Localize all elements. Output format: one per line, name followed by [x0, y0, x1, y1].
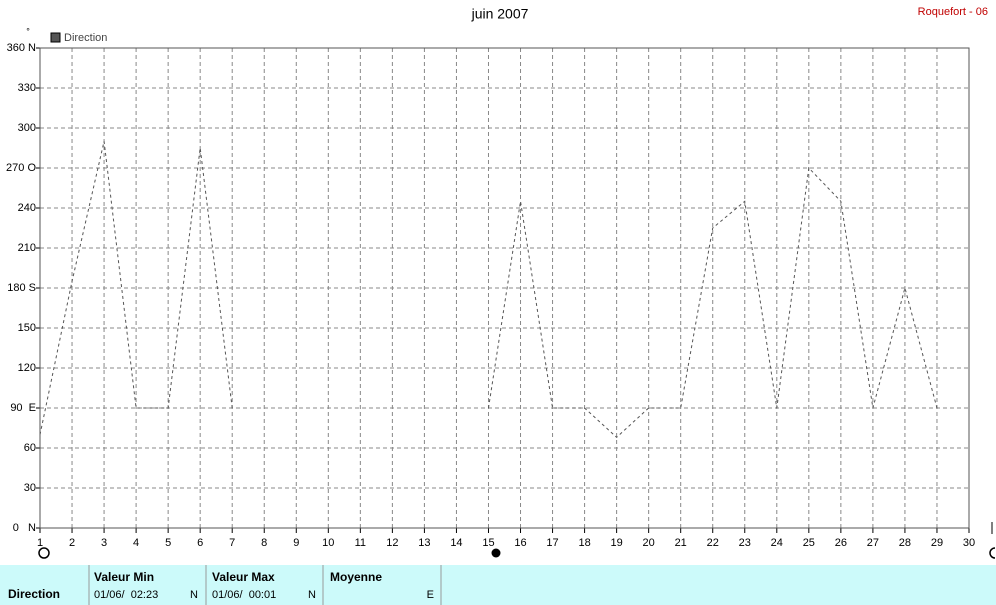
x-tick-label: 18	[578, 537, 590, 549]
x-tick-label: 29	[931, 537, 943, 549]
x-tick-label: 11	[355, 537, 366, 549]
cell-date: 01/06/ 02:23	[94, 589, 158, 601]
y-tick-label: 210	[18, 242, 36, 254]
moon-icon	[989, 547, 996, 559]
x-tick-label: 28	[899, 537, 911, 549]
y-tick-label: 60	[24, 442, 36, 454]
x-tick-label: 20	[643, 537, 655, 549]
y-tick-label: 150	[18, 322, 36, 334]
x-tick-label: 5	[165, 537, 171, 549]
y-tick-label: 30	[24, 482, 36, 494]
x-tick-label: 24	[771, 537, 783, 549]
y-tick-label: 120	[18, 362, 36, 374]
x-tick-label: 15	[482, 537, 494, 549]
stats-table: Direction Valeur Min 01/06/ 02:23 N Vale…	[0, 565, 996, 605]
cell-value: E	[427, 589, 434, 601]
y-tick-label: 330	[18, 82, 36, 94]
column-title: Valeur Min	[94, 570, 154, 584]
row-header: Direction	[8, 587, 60, 601]
cell-value: N	[308, 589, 316, 601]
x-tick-label: 2	[69, 537, 75, 549]
chart-subtitle: Roquefort - 06	[918, 6, 988, 18]
moon-icon	[38, 547, 50, 559]
plot-frame	[39, 47, 970, 529]
y-tick-label: 180 S	[7, 282, 36, 294]
x-tick-label: 21	[675, 537, 687, 549]
x-tick-label: 26	[835, 537, 847, 549]
y-tick-label: 300	[18, 122, 36, 134]
legend-swatch	[50, 32, 61, 43]
y-tick-label: 360 N	[7, 42, 36, 54]
x-tick-label: 8	[261, 537, 267, 549]
x-tick-label: 7	[229, 537, 235, 549]
x-tick-label: 16	[514, 537, 526, 549]
cell-date: 01/06/ 00:01	[212, 589, 276, 601]
x-tick-label: 13	[418, 537, 430, 549]
y-tick-label: 240	[18, 202, 36, 214]
x-tick-label: 3	[101, 537, 107, 549]
y-tick-label: 0 N	[13, 522, 36, 534]
y-tick-label: 90 E	[10, 402, 36, 414]
x-tick-label: 17	[546, 537, 558, 549]
column-title: Moyenne	[330, 570, 382, 584]
table-bg	[0, 565, 996, 605]
x-tick-label: 4	[133, 537, 139, 549]
data-line	[39, 141, 938, 439]
legend-label: Direction	[64, 32, 107, 44]
x-tick-label: 25	[803, 537, 815, 549]
cell-value: N	[190, 589, 198, 601]
x-tick-label: 19	[610, 537, 622, 549]
x-tick-label: 10	[322, 537, 334, 549]
y-tick-label: 270 O	[6, 162, 36, 174]
x-tick-label: 12	[386, 537, 398, 549]
x-tick-label: 22	[707, 537, 719, 549]
x-tick-label: 1	[37, 537, 43, 549]
x-tick-label: 14	[450, 537, 462, 549]
x-tick-label: 9	[293, 537, 299, 549]
x-tick-label: 6	[197, 537, 203, 549]
chart-title: juin 2007	[471, 6, 529, 22]
moon-icon	[491, 548, 501, 558]
x-tick-label: 30	[963, 537, 975, 549]
x-tick-label: 23	[739, 537, 751, 549]
column-title: Valeur Max	[212, 570, 275, 584]
y-unit: °	[26, 26, 30, 36]
x-tick-label: 27	[867, 537, 879, 549]
